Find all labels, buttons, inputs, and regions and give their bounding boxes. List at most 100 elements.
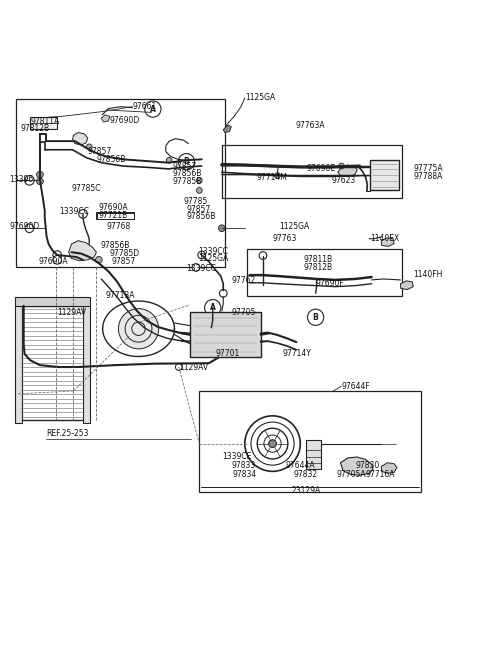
Text: 97785C: 97785C <box>72 183 101 193</box>
Text: 97768: 97768 <box>107 222 131 231</box>
Text: 97690F: 97690F <box>316 279 344 288</box>
Circle shape <box>79 209 87 218</box>
Circle shape <box>204 300 221 316</box>
Text: 97714Y: 97714Y <box>282 349 311 358</box>
Text: 97811A: 97811A <box>30 116 60 125</box>
Text: 97705: 97705 <box>231 308 256 317</box>
Bar <box>97 213 134 218</box>
Text: 97856B: 97856B <box>96 155 126 164</box>
Circle shape <box>24 176 34 185</box>
Text: 97811B: 97811B <box>303 255 332 264</box>
Text: 97623: 97623 <box>332 176 356 185</box>
Text: 1339CC: 1339CC <box>198 247 228 256</box>
Bar <box>199 391 421 492</box>
Text: 97644F: 97644F <box>341 382 370 391</box>
Circle shape <box>219 289 227 297</box>
Text: 97775A: 97775A <box>413 164 443 173</box>
Polygon shape <box>400 281 413 289</box>
Circle shape <box>96 256 102 263</box>
Text: 97690A: 97690A <box>99 203 129 212</box>
Circle shape <box>53 256 61 264</box>
Text: 97832: 97832 <box>294 470 318 479</box>
Text: 97788A: 97788A <box>413 172 443 181</box>
Text: 97857: 97857 <box>112 257 136 266</box>
Text: 97833: 97833 <box>231 461 256 470</box>
Circle shape <box>125 315 152 342</box>
Text: 97690D: 97690D <box>9 222 39 231</box>
Circle shape <box>251 422 294 465</box>
Bar <box>19 306 86 420</box>
Text: 97713A: 97713A <box>105 291 134 300</box>
Text: 13396: 13396 <box>9 175 34 184</box>
Text: 1129AV: 1129AV <box>179 363 208 372</box>
Circle shape <box>119 309 158 349</box>
Bar <box>15 303 22 422</box>
Polygon shape <box>381 238 394 246</box>
Text: B: B <box>313 313 319 322</box>
Text: 97661: 97661 <box>132 102 156 111</box>
Text: 97856B: 97856B <box>100 241 130 250</box>
Text: 97762: 97762 <box>231 276 256 286</box>
Text: 1129AV: 1129AV <box>57 308 86 317</box>
Text: 1125GA: 1125GA <box>245 92 275 101</box>
Text: 1125GA: 1125GA <box>198 255 228 264</box>
Circle shape <box>245 416 300 472</box>
Text: 97763: 97763 <box>273 234 297 244</box>
Bar <box>16 99 225 267</box>
Circle shape <box>25 224 34 233</box>
Text: 97644A: 97644A <box>286 461 315 470</box>
Text: 23129A: 23129A <box>292 486 321 495</box>
Text: 97785: 97785 <box>183 197 208 206</box>
Text: 97701: 97701 <box>215 349 240 358</box>
Circle shape <box>36 178 43 185</box>
Text: 97763A: 97763A <box>295 121 324 130</box>
Circle shape <box>218 225 225 231</box>
Circle shape <box>275 172 280 178</box>
Polygon shape <box>381 463 397 474</box>
Circle shape <box>166 158 172 163</box>
Polygon shape <box>340 457 373 475</box>
Text: 97690A: 97690A <box>39 257 69 266</box>
Text: 97830: 97830 <box>356 461 380 470</box>
Text: 97690D: 97690D <box>110 116 140 125</box>
Polygon shape <box>69 241 96 261</box>
Text: A: A <box>210 303 216 312</box>
Text: A: A <box>150 105 156 114</box>
Bar <box>96 212 134 218</box>
Text: 97690E: 97690E <box>306 164 335 173</box>
Circle shape <box>178 154 194 170</box>
Circle shape <box>338 163 344 169</box>
Text: 97834: 97834 <box>233 470 257 479</box>
Polygon shape <box>101 115 110 122</box>
Text: 1125GA: 1125GA <box>279 222 310 231</box>
Circle shape <box>196 178 202 183</box>
Bar <box>83 303 90 422</box>
Text: 97716A: 97716A <box>365 470 395 479</box>
Bar <box>15 297 90 306</box>
Polygon shape <box>72 132 88 145</box>
Text: 97785B: 97785B <box>172 177 202 186</box>
Circle shape <box>259 252 267 259</box>
Circle shape <box>257 428 288 459</box>
Text: 97721B: 97721B <box>99 211 128 220</box>
Text: 97785D: 97785D <box>110 249 140 258</box>
Text: REF.25-253: REF.25-253 <box>46 428 89 437</box>
Circle shape <box>269 440 276 448</box>
Text: 97812B: 97812B <box>303 264 332 273</box>
Text: 97857: 97857 <box>88 147 112 156</box>
Text: 1339CC: 1339CC <box>186 264 216 273</box>
Bar <box>370 160 399 190</box>
Text: 97714M: 97714M <box>257 174 288 182</box>
Circle shape <box>198 251 205 259</box>
Circle shape <box>36 171 43 178</box>
Polygon shape <box>337 165 357 176</box>
Bar <box>222 145 402 198</box>
Text: B: B <box>183 157 189 166</box>
Bar <box>247 249 402 296</box>
Circle shape <box>175 364 182 370</box>
Bar <box>306 441 322 469</box>
Circle shape <box>192 264 200 271</box>
Circle shape <box>145 101 161 117</box>
Bar <box>30 117 57 129</box>
Circle shape <box>86 144 92 150</box>
